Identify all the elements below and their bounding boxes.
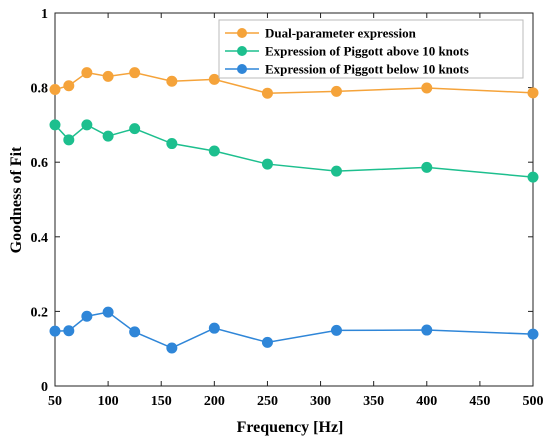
data-point bbox=[421, 82, 433, 94]
data-point bbox=[102, 70, 114, 82]
legend-marker bbox=[237, 64, 247, 74]
data-point bbox=[527, 328, 539, 340]
x-tick-label: 250 bbox=[257, 394, 278, 409]
data-point bbox=[261, 336, 273, 348]
data-point bbox=[527, 87, 539, 99]
data-point bbox=[421, 324, 433, 336]
data-point bbox=[166, 138, 178, 150]
series-3 bbox=[49, 306, 539, 354]
data-point bbox=[81, 119, 93, 131]
y-axis-label: Goodness of Fit bbox=[8, 146, 25, 253]
data-point bbox=[166, 342, 178, 354]
series-line bbox=[54, 311, 534, 349]
data-point bbox=[330, 324, 342, 336]
data-point bbox=[63, 80, 75, 92]
x-tick-label: 100 bbox=[98, 394, 119, 409]
data-point bbox=[129, 123, 141, 135]
data-point bbox=[208, 73, 220, 85]
y-tick-label: 0.8 bbox=[31, 82, 49, 97]
data-point bbox=[49, 83, 61, 95]
data-point bbox=[49, 325, 61, 337]
data-point bbox=[166, 75, 178, 87]
x-tick-label: 150 bbox=[151, 394, 172, 409]
data-point bbox=[63, 134, 75, 146]
data-point bbox=[261, 158, 273, 170]
y-tick-label: 0.4 bbox=[31, 231, 49, 246]
data-point bbox=[129, 67, 141, 79]
x-tick-label: 350 bbox=[363, 394, 384, 409]
data-point bbox=[63, 325, 75, 337]
plot-area: 50 100 150 200 250 300 350 400 450 500 0 0.2 0.4 0.6 0… bbox=[31, 7, 544, 409]
data-point bbox=[102, 306, 114, 318]
legend-marker bbox=[237, 28, 247, 38]
data-point bbox=[261, 87, 273, 99]
legend-entry: Expression of Piggott above 10 knots bbox=[225, 44, 469, 59]
y-tick-label: 0 bbox=[41, 380, 48, 395]
data-point bbox=[527, 171, 539, 183]
data-point bbox=[49, 119, 61, 131]
x-axis-label: Frequency [Hz] bbox=[237, 419, 344, 436]
legend: Dual-parameter expression Expression of P… bbox=[218, 19, 524, 79]
legend-marker bbox=[237, 46, 247, 56]
x-tick-label: 200 bbox=[204, 394, 225, 409]
data-point bbox=[208, 322, 220, 334]
data-point bbox=[421, 161, 433, 173]
legend-label: Expression of Piggott below 10 knots bbox=[265, 62, 469, 77]
legend-entry: Dual-parameter expression bbox=[225, 26, 417, 41]
x-tick-label: 50 bbox=[48, 394, 62, 409]
data-point bbox=[208, 145, 220, 157]
series-line bbox=[54, 124, 534, 178]
legend-entry: Expression of Piggott below 10 knots bbox=[225, 62, 469, 77]
data-point bbox=[81, 310, 93, 322]
x-tick-label: 500 bbox=[523, 394, 544, 409]
x-tick-label: 300 bbox=[310, 394, 331, 409]
x-tick-label: 450 bbox=[469, 394, 490, 409]
y-tick-label: 0.6 bbox=[31, 156, 49, 171]
y-tick-label: 0.2 bbox=[31, 305, 49, 320]
legend-box bbox=[218, 19, 524, 79]
data-point bbox=[81, 67, 93, 79]
legend-label: Dual-parameter expression bbox=[265, 26, 417, 41]
x-tick-label: 400 bbox=[416, 394, 437, 409]
series-1 bbox=[49, 67, 539, 99]
data-point bbox=[330, 85, 342, 97]
y-tick-label: 1 bbox=[41, 7, 48, 22]
series-2 bbox=[49, 119, 539, 183]
legend-label: Expression of Piggott above 10 knots bbox=[265, 44, 469, 59]
data-point bbox=[102, 130, 114, 142]
data-point bbox=[129, 326, 141, 338]
plot-frame bbox=[54, 12, 534, 387]
data-point bbox=[330, 165, 342, 177]
